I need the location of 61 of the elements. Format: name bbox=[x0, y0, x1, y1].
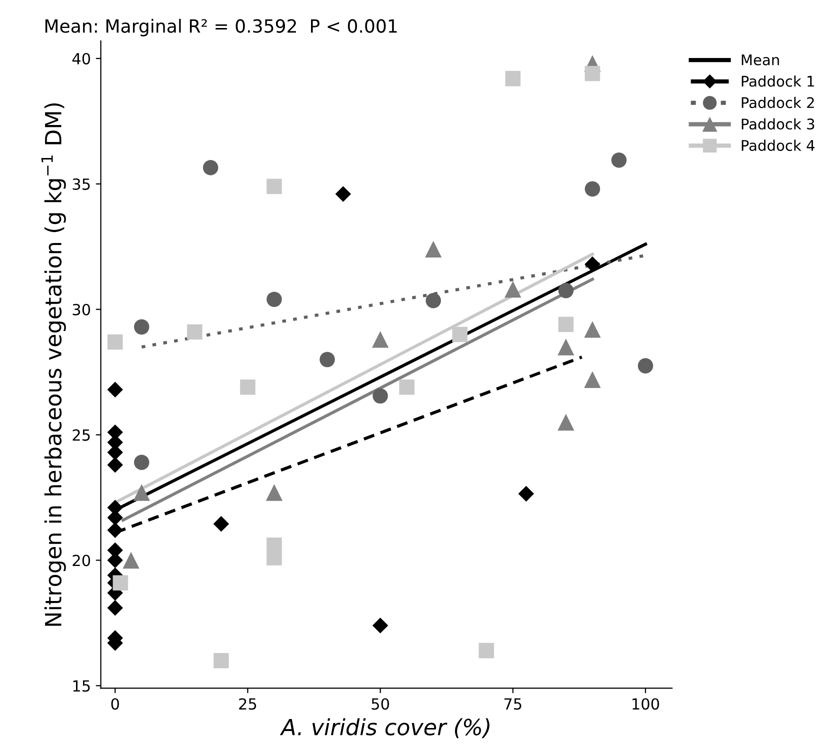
legend-label: Paddock 4 bbox=[742, 140, 814, 151]
point bbox=[611, 152, 627, 168]
point bbox=[320, 352, 335, 368]
point bbox=[134, 454, 150, 470]
point bbox=[504, 280, 522, 298]
x-tick-label: 25 bbox=[239, 698, 256, 710]
point bbox=[107, 457, 123, 473]
point bbox=[372, 388, 388, 404]
point bbox=[107, 334, 123, 350]
y-tick-label: 30 bbox=[72, 304, 90, 316]
y-tick-label: 25 bbox=[72, 429, 90, 441]
point bbox=[558, 282, 574, 298]
point bbox=[112, 575, 128, 590]
x-axis-title: A. viridis cover (%) bbox=[280, 718, 490, 738]
point bbox=[425, 240, 442, 258]
point bbox=[558, 414, 574, 431]
point bbox=[584, 66, 600, 82]
point bbox=[584, 371, 601, 388]
point bbox=[107, 382, 123, 398]
point bbox=[107, 522, 123, 538]
y-tick-label: 40 bbox=[72, 52, 90, 65]
y-tick-label: 20 bbox=[72, 554, 90, 566]
point bbox=[133, 484, 150, 501]
y-axis-title: Nitrogen in herbaceous vegetation (g kg$^{−1}$ DM) bbox=[41, 103, 66, 626]
point bbox=[452, 326, 468, 342]
legend-label: Paddock 3 bbox=[742, 118, 814, 130]
point bbox=[240, 380, 256, 395]
point bbox=[187, 324, 202, 340]
point bbox=[122, 552, 140, 569]
point bbox=[202, 160, 218, 176]
point bbox=[584, 181, 600, 197]
point bbox=[558, 338, 574, 356]
point bbox=[426, 292, 441, 308]
point bbox=[478, 642, 494, 658]
x-tick-label: 50 bbox=[372, 698, 390, 710]
point bbox=[266, 292, 282, 307]
legend-label: Paddock 2 bbox=[742, 96, 814, 108]
point bbox=[134, 319, 150, 335]
point bbox=[266, 178, 282, 194]
legend-label: Paddock 1 bbox=[742, 75, 814, 87]
point bbox=[266, 484, 283, 501]
point bbox=[399, 380, 414, 395]
point bbox=[558, 316, 574, 332]
y-tick-label: 35 bbox=[72, 178, 90, 190]
point bbox=[266, 550, 282, 566]
point bbox=[518, 486, 534, 502]
x-tick-label: 100 bbox=[632, 698, 660, 710]
y-tick-label: 15 bbox=[73, 680, 90, 692]
point bbox=[214, 652, 229, 668]
point bbox=[505, 70, 521, 86]
x-tick-label: 75 bbox=[504, 698, 522, 710]
point bbox=[638, 358, 654, 374]
point bbox=[335, 186, 352, 202]
point bbox=[584, 321, 601, 338]
point bbox=[107, 600, 123, 616]
legend-label: Mean bbox=[742, 54, 779, 66]
point bbox=[372, 331, 389, 348]
chart-title: Mean: Marginal R² = 0.3592 P < 0.001 bbox=[45, 18, 397, 36]
point bbox=[372, 618, 388, 634]
x-tick-label: 0 bbox=[111, 698, 119, 710]
point bbox=[213, 516, 230, 532]
